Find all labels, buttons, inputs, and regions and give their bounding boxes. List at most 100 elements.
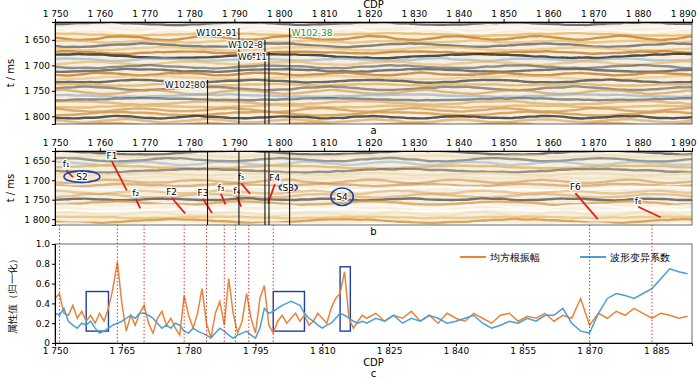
y-axis-tick: 0.6 [36,279,55,289]
x-axis-tick-label: 1 750 [43,9,69,19]
seismic-texture [55,198,692,200]
x-axis-tick: 1 760 [87,138,113,151]
seismic-texture [55,162,692,166]
x-axis-tick: 1 780 [177,138,203,151]
y-axis-tick-mark [52,343,55,344]
y-axis-tick-mark [52,303,55,304]
seismic-texture [55,94,692,97]
seismic-texture [55,69,692,72]
x-axis-tick-label: 1 810 [312,138,338,148]
y-axis-tick: 1 800 [24,112,55,122]
x-axis-tick: 1 770 [132,138,158,151]
y-axis-tick-label: 1 800 [24,112,50,122]
fault-line [638,207,660,218]
panel: 1 7501 7601 7701 7801 7901 8001 8101 820… [5,0,697,136]
seismic-texture [55,65,692,68]
fault-label: f₂ [132,188,139,198]
x-axis-tick-mark [638,19,639,22]
x-axis-tick-label: 1 855 [510,346,536,356]
y-axis-tick-label: 0.4 [36,299,51,309]
x-axis-tick: 1 790 [222,9,248,22]
x-axis-tick-mark [324,148,325,151]
x-axis-tick-label: 1 790 [222,9,248,19]
well-line [264,151,265,225]
seismic-texture [55,58,692,61]
fault-label: F6 [570,182,581,192]
fault-label: f₆ [635,196,642,206]
seismic-texture [55,51,692,54]
well-line [268,52,269,124]
y-axis: 1 6501 7001 7501 800 [24,152,55,226]
x-axis-tick-label: 1 880 [626,9,652,19]
x-axis-tick-mark [190,148,191,151]
anomaly-ellipse [64,171,100,183]
panel-label: b [370,226,376,237]
x-axis-tick-label: 1 795 [243,346,269,356]
well-line [289,151,290,225]
y-axis-tick-mark [52,244,55,245]
x-axis-tick-label: 1 850 [491,138,517,148]
x-axis-tick: 1 790 [222,138,248,151]
x-axis-tick-mark [55,148,56,151]
guide-line [273,225,274,343]
anomaly-label: S4 [336,192,348,202]
y-axis-tick-label: 0 [44,338,50,348]
plot-area [55,262,688,338]
x-axis-tick-mark [100,19,101,22]
y-axis-tick-mark [52,264,55,265]
y-axis: 1 650 1 700 1 750 1 800 [24,23,55,125]
x-axis-tick-mark [279,148,280,151]
x-axis-tick-label: 1 765 [109,346,135,356]
well-label: W6-11 [238,52,267,62]
seismic-texture [55,47,692,51]
x-axis-tick: 1 810 [312,138,338,151]
x-axis-tick: 1 870 [581,138,607,151]
highlight-box [86,292,108,332]
x-axis: 1 7501 7601 7701 7801 7901 8001 8101 820… [43,138,697,152]
x-axis-tick: 1 840 [446,138,472,151]
y-axis-tick: 1 650 [24,35,55,45]
seismic-texture [55,190,692,193]
wells: W102-80W102-91W102-8W6-11W102-38 [165,28,333,225]
x-axis-tick-mark [459,19,460,22]
x-axis: 1 7501 7601 7701 7801 7901 8001 8101 820… [43,9,697,23]
x-axis-tick-mark [55,19,56,22]
fault-line [241,183,250,194]
x-axis-tick-mark [548,19,549,22]
x-axis-tick-label: 1 870 [581,138,607,148]
x-axis-tick: 1 760 [87,9,113,22]
fault-line [221,194,225,205]
x-axis-tick: 1 750 [43,9,69,22]
y-axis-title: 属性值（归一化） [7,254,18,334]
x-axis-tick-label: 1 760 [87,9,113,19]
x-axis-tick: 1 795 [243,343,269,356]
guides [59,225,651,343]
x-axis-tick-label: 1 840 [446,9,472,19]
x-axis-tick: 1 750 [43,138,69,151]
y-axis-title: t / ms [5,59,16,88]
x-axis-tick-mark [638,148,639,151]
y-axis-tick: 1 650 [24,156,55,166]
guide-line [651,225,652,343]
y-axis-tick-label: 1 750 [24,195,50,205]
y-axis-tick-mark [52,180,55,181]
x-axis-tick-label: 1 810 [312,9,338,19]
panel-label: a [370,125,376,136]
y-axis-tick: 1 700 [24,61,55,71]
y-axis-tick: 1.0 [36,239,55,249]
x-axis-tick: 1 810 [310,343,336,356]
x-axis-tick-mark [145,148,146,151]
y-axis-tick: 1 750 [24,86,55,96]
seismic-texture [55,184,692,187]
guide-line [184,225,185,343]
y-axis-tick-mark [52,323,55,324]
x-axis-tick-mark [414,148,415,151]
y-axis-tick: 0.4 [36,299,55,309]
well-line [268,151,269,225]
x-axis-line [56,148,693,152]
guide-line [117,225,118,343]
y-axis-tick-label: 1 700 [24,61,50,71]
panel-label: c [371,368,377,379]
x-axis-tick-mark [324,19,325,22]
fault-line [575,193,597,219]
